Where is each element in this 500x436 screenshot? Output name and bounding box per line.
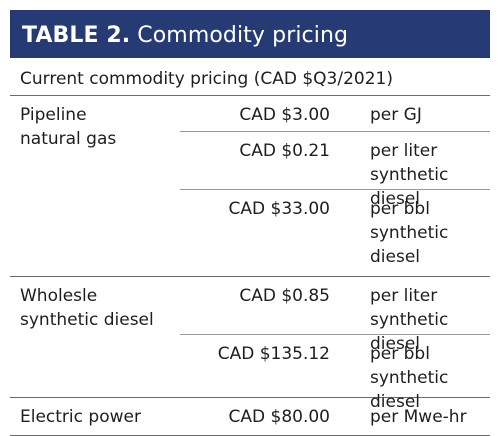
unit-cell: per GJ — [340, 96, 490, 131]
table-row: CAD $80.00 per Mwe-hr — [180, 398, 490, 435]
group-label: Wholesle synthetic diesel — [20, 284, 180, 332]
group-label-line: Wholesle — [20, 286, 98, 306]
unit-line: per Mwe-hr — [370, 407, 467, 427]
group-label: Pipeline natural gas — [20, 103, 180, 151]
unit-line: synthetic diesel — [370, 310, 449, 354]
table-title: TABLE 2. Commodity pricing — [10, 10, 490, 58]
unit-line: per liter — [370, 286, 438, 306]
unit-line: per liter — [370, 141, 438, 161]
group-label-line: synthetic diesel — [20, 310, 154, 330]
table-row: CAD $135.12 per bbl synthetic diesel — [180, 335, 490, 412]
group-label-line: natural gas — [20, 129, 117, 149]
unit-line: per GJ — [370, 105, 422, 125]
price-cell: CAD $80.00 — [228, 407, 330, 427]
unit-cell: per liter synthetic diesel — [340, 277, 490, 354]
group-label-line: Pipeline — [20, 105, 87, 125]
unit-cell: per Mwe-hr — [340, 398, 490, 435]
table-caption: Current commodity pricing (CAD $Q3/2021) — [10, 58, 490, 96]
price-cell: CAD $0.85 — [239, 286, 330, 306]
unit-line: per bbl — [370, 344, 430, 364]
table-title-text: Commodity pricing — [137, 23, 349, 48]
group-electric-power: Electric power CAD $80.00 per Mwe-hr — [10, 398, 490, 436]
unit-cell: per bbl synthetic diesel — [340, 335, 490, 412]
price-cell: CAD $0.21 — [239, 141, 330, 161]
unit-cell: per bbl synthetic diesel — [340, 190, 490, 274]
table-row: CAD $33.00 per bbl synthetic diesel — [180, 190, 490, 274]
price-cell: CAD $33.00 — [228, 199, 330, 219]
group-pipeline-natural-gas: Pipeline natural gas CAD $3.00 per GJ CA… — [10, 96, 490, 277]
table-row: CAD $0.21 per liter synthetic diesel — [180, 132, 490, 209]
table-row: CAD $3.00 per GJ — [180, 96, 490, 132]
group-wholesale-synthetic-diesel: Wholesle synthetic diesel CAD $0.85 per … — [10, 277, 490, 412]
unit-line: synthetic diesel — [370, 368, 449, 412]
group-label: Electric power — [20, 405, 180, 429]
group-label-line: Electric power — [20, 407, 141, 427]
unit-line: synthetic diesel — [370, 223, 449, 267]
table-number: TABLE 2. — [22, 23, 131, 48]
price-cell: CAD $3.00 — [239, 105, 330, 125]
table-row: CAD $0.85 per liter synthetic diesel — [180, 277, 490, 354]
price-cell: CAD $135.12 — [217, 344, 330, 364]
commodity-pricing-table: TABLE 2. Commodity pricing Current commod… — [10, 10, 490, 436]
unit-line: per bbl — [370, 199, 430, 219]
unit-cell: per liter synthetic diesel — [340, 132, 490, 209]
unit-line: synthetic diesel — [370, 165, 449, 209]
